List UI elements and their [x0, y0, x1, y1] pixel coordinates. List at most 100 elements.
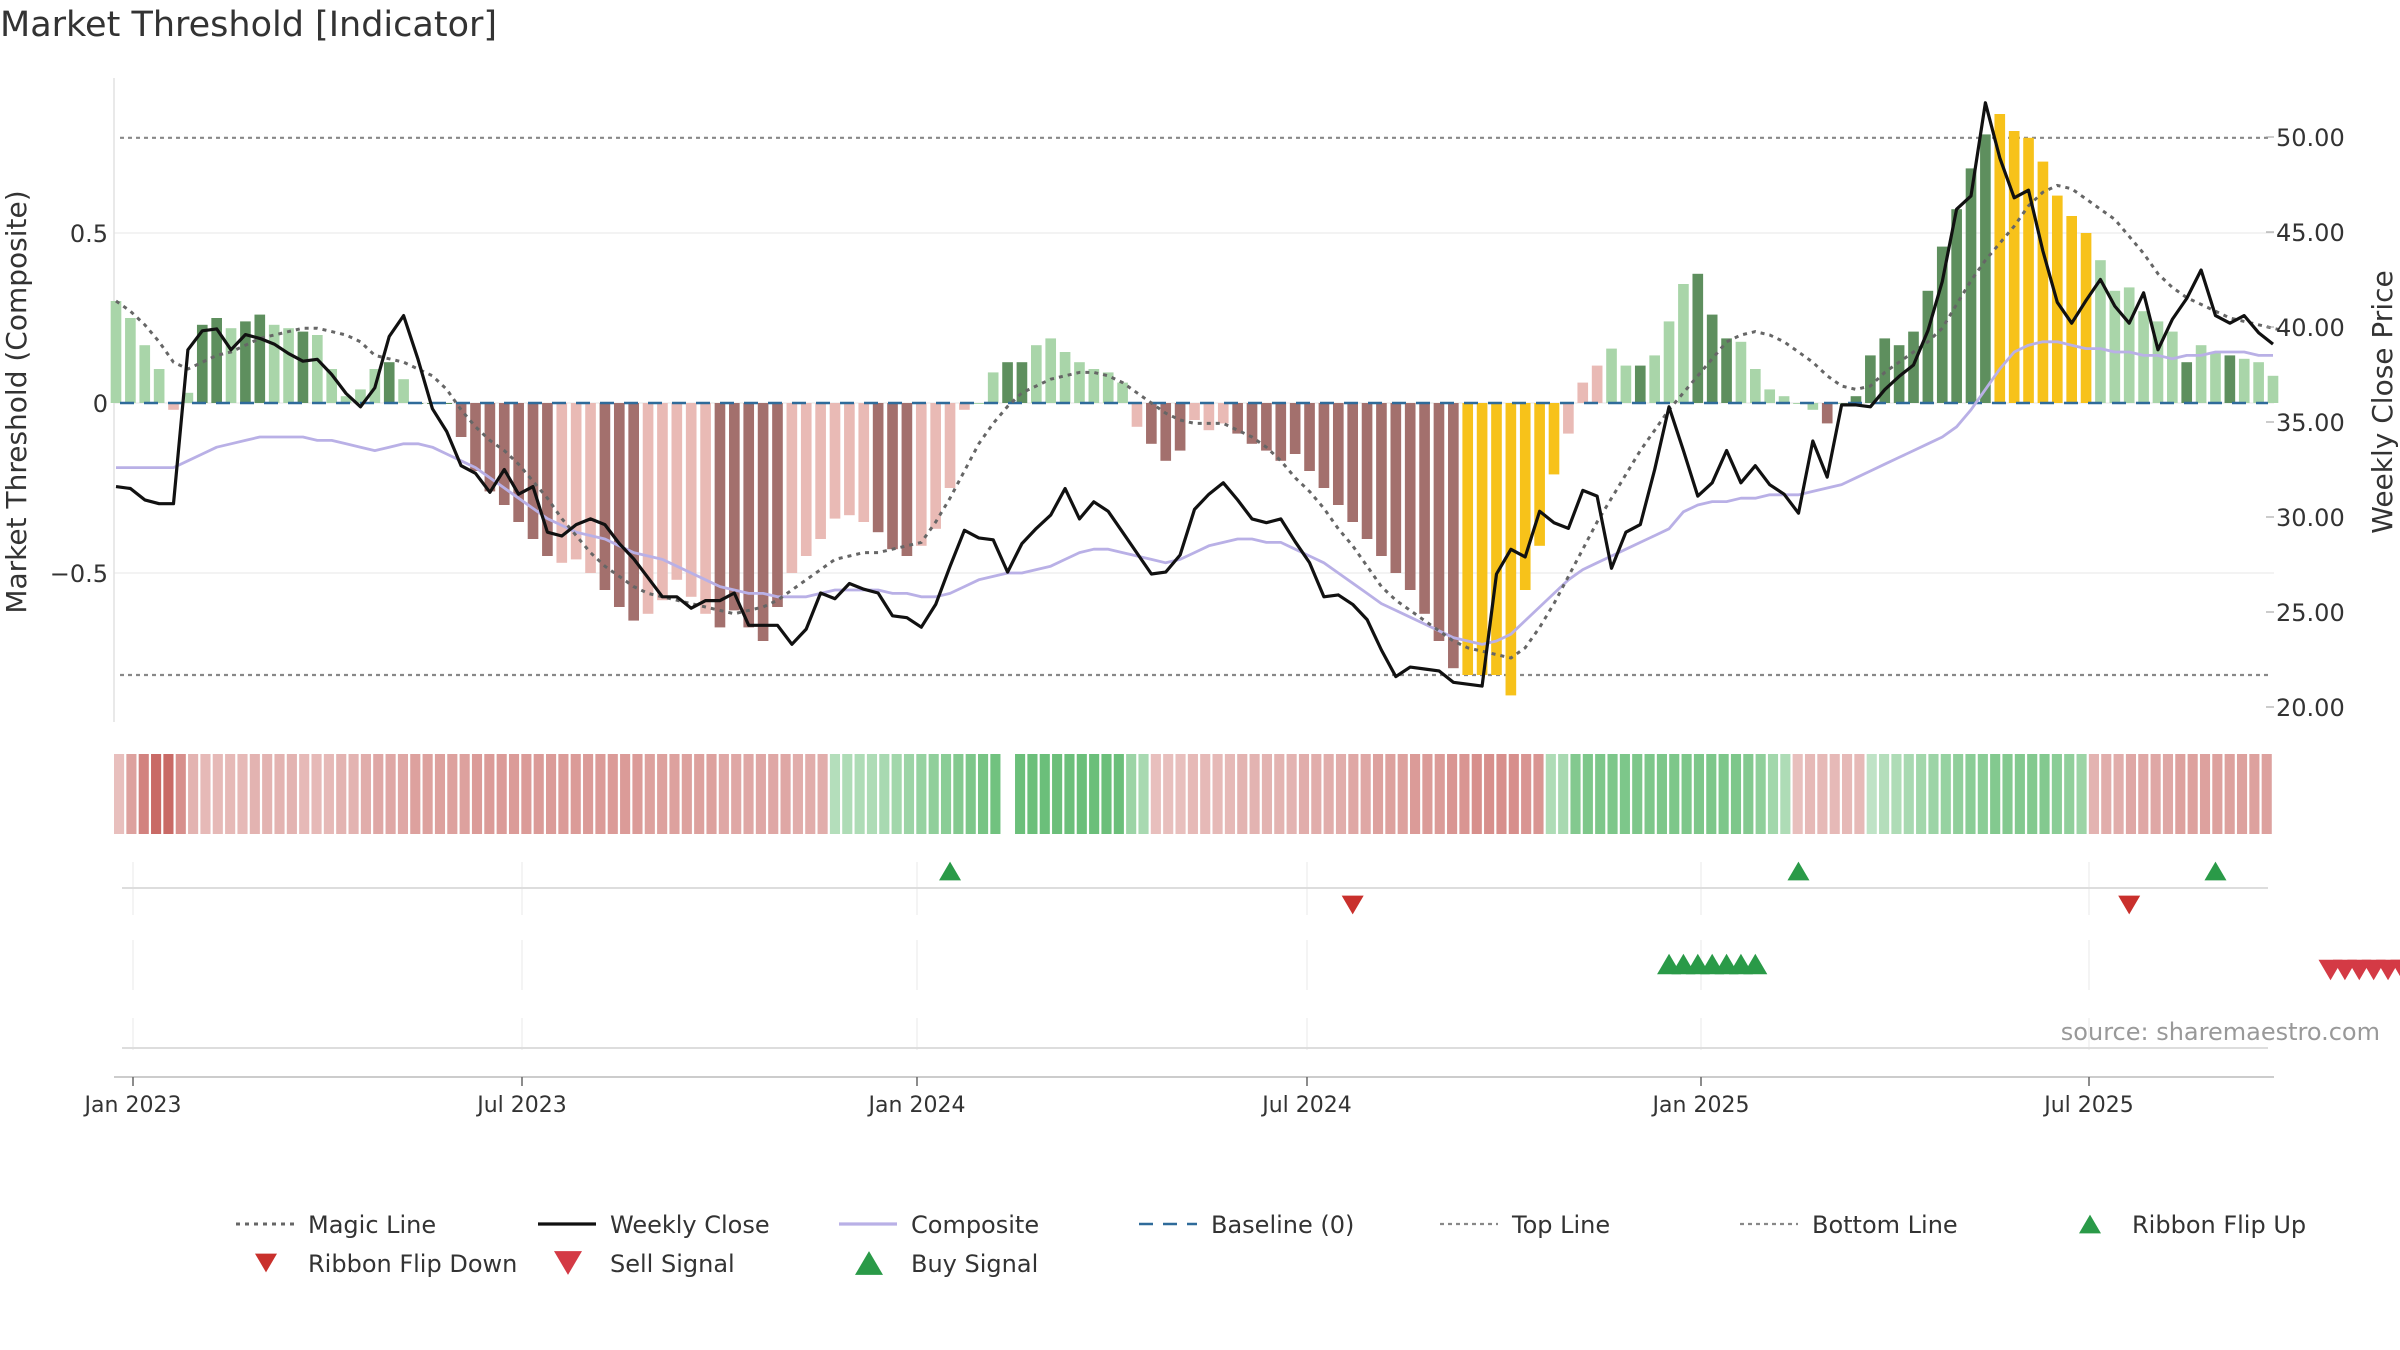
- composite-bar: [642, 403, 654, 614]
- ribbon-cell: [2212, 754, 2223, 834]
- ribbon-cell: [1200, 754, 1211, 834]
- chart-title: Market Threshold [Indicator]: [0, 5, 497, 45]
- ribbon-cell: [706, 754, 717, 834]
- composite-bar: [915, 403, 927, 546]
- ribbon-cell: [323, 754, 334, 834]
- composite-bar: [1332, 403, 1344, 505]
- ribbon-cell: [1940, 754, 1951, 834]
- composite-bar: [2066, 216, 2078, 403]
- ribbon-cell: [607, 754, 618, 834]
- composite-bar: [829, 403, 841, 519]
- ribbon-cell: [1064, 754, 1075, 834]
- composite-bar: [1404, 403, 1416, 590]
- composite-bar: [1102, 372, 1114, 403]
- legend-label: Ribbon Flip Up: [2132, 1211, 2306, 1239]
- weekly-close-line: [115, 101, 2274, 688]
- ribbon-cell: [743, 754, 754, 834]
- composite-bar: [1174, 403, 1186, 451]
- ribbon-flip-up-marker: [2204, 861, 2227, 881]
- composite-bar: [498, 403, 510, 505]
- ribbon-cell: [1434, 754, 1445, 834]
- composite-bar: [772, 403, 783, 607]
- composite-bar: [800, 403, 812, 556]
- composite-bar: [1534, 403, 1545, 546]
- x-tick-label: Jan 2023: [83, 1093, 182, 1118]
- composite-bar: [2037, 161, 2049, 403]
- composite-bar: [1980, 134, 1991, 403]
- x-tick-label: Jan 2025: [1651, 1093, 1750, 1118]
- composite-bar: [1692, 273, 1704, 403]
- ribbon-cell: [1323, 754, 1334, 834]
- composite-bar: [254, 314, 266, 403]
- ribbon-cell: [1348, 754, 1359, 834]
- composite-bar: [556, 403, 568, 563]
- ribbon-cell: [595, 754, 606, 834]
- ribbon-cell: [583, 754, 594, 834]
- composite-bar: [1016, 362, 1028, 403]
- legend-label: Bottom Line: [1812, 1211, 1958, 1239]
- y-tick-right: 35.00: [2276, 409, 2345, 437]
- composite-bar: [1289, 403, 1301, 454]
- ribbon-cell: [1360, 754, 1371, 834]
- composite-bar: [1433, 403, 1445, 641]
- composite-bar: [1663, 321, 1675, 403]
- composite-bar: [2152, 321, 2164, 403]
- ribbon-cell: [842, 754, 853, 834]
- composite-bar: [858, 403, 870, 522]
- ribbon-cell: [1656, 754, 1667, 834]
- composite-bar: [613, 403, 625, 607]
- ribbon-cell: [903, 754, 915, 834]
- ribbon-cell: [1089, 754, 1100, 834]
- ribbon-cell: [953, 754, 964, 834]
- legend-label: Sell Signal: [610, 1250, 735, 1278]
- composite-bar: [1419, 403, 1430, 614]
- ribbon-cell: [1113, 754, 1124, 834]
- composite-bar: [1146, 403, 1157, 444]
- composite-bar: [685, 403, 697, 597]
- ribbon-cell: [508, 754, 520, 834]
- composite-bar: [1548, 403, 1560, 475]
- ribbon-cell: [1755, 754, 1766, 834]
- ribbon-cell: [755, 754, 766, 834]
- composite-bar: [1074, 362, 1085, 403]
- composite-bar: [441, 403, 453, 404]
- ribbon-cell: [1829, 754, 1840, 834]
- composite-bar: [729, 403, 740, 611]
- composite-bar: [1448, 403, 1459, 669]
- y-tick-left: 0.5: [70, 220, 108, 248]
- legend-label: Top Line: [1511, 1211, 1610, 1239]
- ribbon-cell: [114, 754, 125, 834]
- ribbon-cell: [1545, 754, 1556, 834]
- series-lines: [115, 101, 2288, 688]
- ribbon-cell: [1903, 754, 1914, 834]
- ribbon-cell: [1632, 754, 1643, 834]
- ribbon-cell: [1718, 754, 1729, 834]
- composite-bar: [1088, 369, 1100, 403]
- ribbon-cell: [1298, 754, 1310, 834]
- composite-bar: [2181, 362, 2193, 403]
- ribbon-cell: [570, 754, 581, 834]
- ribbon-cell: [385, 754, 396, 834]
- composite-bar: [944, 403, 956, 488]
- composite-bar: [1994, 114, 2006, 403]
- ribbon-flip-up-marker: [939, 861, 962, 881]
- ribbon-cell: [1916, 754, 1927, 834]
- composite-bar: [1879, 338, 1891, 403]
- ribbon-cell: [397, 754, 409, 834]
- ribbon-cell: [1076, 754, 1087, 834]
- ribbon-cell: [237, 754, 248, 834]
- composite-bar: [2123, 287, 2135, 403]
- ribbon-cell: [1397, 754, 1408, 834]
- ribbon-cell: [1126, 754, 1137, 834]
- ribbon-cell: [1138, 754, 1149, 834]
- ribbon-cell: [348, 754, 359, 834]
- ribbon-cell: [1484, 754, 1495, 834]
- ribbon-cell: [2175, 754, 2186, 834]
- composite-line: [116, 340, 2273, 646]
- ribbon-cell: [2125, 754, 2137, 834]
- composite-bar: [844, 403, 855, 516]
- ribbon-cell: [1027, 754, 1038, 834]
- ribbon-cell: [780, 754, 791, 834]
- ribbon-cell: [829, 754, 841, 834]
